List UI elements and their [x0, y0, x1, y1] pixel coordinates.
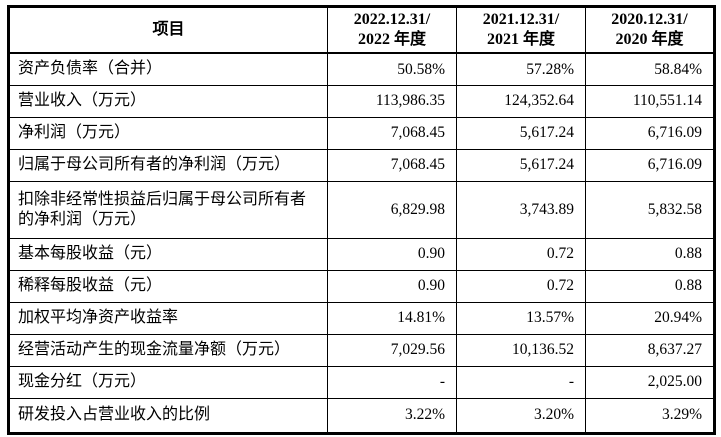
row-label: 净利润（万元） [8, 116, 328, 150]
row-label: 研发投入占营业收入的比例 [8, 397, 328, 434]
row-label: 资产负债率（合并） [8, 52, 328, 86]
value-2020: 58.84% [585, 52, 715, 86]
value-2021: 5,617.24 [456, 116, 586, 150]
row-label: 现金分红（万元） [8, 365, 328, 399]
table-row-operating-revenue: 营业收入（万元） 113,986.35 124,352.64 110,551.1… [8, 84, 715, 118]
value-2021: 3.20% [456, 397, 586, 434]
value-2020: 5,832.58 [585, 180, 715, 239]
value-2020: 8,637.27 [585, 333, 715, 367]
value-2022: 14.81% [327, 301, 457, 335]
value-2022: 0.90 [327, 269, 457, 303]
row-label: 归属于母公司所有者的净利润（万元） [8, 148, 328, 182]
row-label: 营业收入（万元） [8, 84, 328, 118]
value-2021: 13.57% [456, 301, 586, 335]
table-header: 项目 2022.12.31/ 2022 年度 2021.12.31/ 2021 … [8, 6, 715, 54]
header-item-label: 项目 [152, 21, 185, 38]
value-2022: 50.58% [327, 52, 457, 86]
table-row-net-profit-parent: 归属于母公司所有者的净利润（万元） 7,068.45 5,617.24 6,71… [8, 148, 715, 182]
header-2020-date: 2020.12.31/ [611, 11, 688, 28]
value-2020: 0.88 [585, 269, 715, 303]
value-2020: 20.94% [585, 301, 715, 335]
row-label: 加权平均净资产收益率 [8, 301, 328, 335]
value-2022: - [327, 365, 457, 399]
header-2022-date: 2022.12.31/ [353, 11, 431, 28]
value-2021: 0.72 [456, 269, 586, 303]
value-2022: 0.90 [327, 237, 457, 271]
header-2022-year: 2022 年度 [357, 31, 426, 48]
value-2022: 7,068.45 [327, 116, 457, 150]
value-2020: 6,716.09 [585, 148, 715, 182]
value-2021: 0.72 [456, 237, 586, 271]
header-2021-year: 2021 年度 [486, 31, 555, 48]
value-2022: 3.22% [327, 397, 457, 434]
value-2020: 6,716.09 [585, 116, 715, 150]
value-2022: 6,829.98 [327, 180, 457, 239]
row-label: 经营活动产生的现金流量净额（万元） [8, 333, 328, 367]
table-row-basic-eps: 基本每股收益（元） 0.90 0.72 0.88 [8, 237, 715, 271]
table-row-net-profit-excl-nonrecurring: 扣除非经常性损益后归属于母公司所有者的净利润（万元） 6,829.98 3,74… [8, 180, 715, 239]
header-item-column: 项目 [8, 6, 328, 54]
value-2021: 3,743.89 [456, 180, 586, 239]
value-2021: 57.28% [456, 52, 586, 86]
header-column-2022: 2022.12.31/ 2022 年度 [327, 6, 457, 54]
table-row-asset-liability-ratio: 资产负债率（合并） 50.58% 57.28% 58.84% [8, 52, 715, 86]
row-label: 基本每股收益（元） [8, 237, 328, 271]
value-2021: 124,352.64 [456, 84, 586, 118]
value-2020: 2,025.00 [585, 365, 715, 399]
value-2021: 5,617.24 [456, 148, 586, 182]
table-row-rd-ratio: 研发投入占营业收入的比例 3.22% 3.20% 3.29% [8, 397, 715, 434]
value-2020: 3.29% [585, 397, 715, 434]
row-label: 稀释每股收益（元） [8, 269, 328, 303]
header-2020-year: 2020 年度 [615, 31, 684, 48]
value-2022: 7,029.56 [327, 333, 457, 367]
table-row-diluted-eps: 稀释每股收益（元） 0.90 0.72 0.88 [8, 269, 715, 303]
value-2020: 0.88 [585, 237, 715, 271]
table-row-weighted-avg-roe: 加权平均净资产收益率 14.81% 13.57% 20.94% [8, 301, 715, 335]
financial-summary-table: 项目 2022.12.31/ 2022 年度 2021.12.31/ 2021 … [7, 5, 716, 435]
header-column-2020: 2020.12.31/ 2020 年度 [585, 6, 715, 54]
value-2020: 110,551.14 [585, 84, 715, 118]
header-row: 项目 2022.12.31/ 2022 年度 2021.12.31/ 2021 … [8, 6, 715, 54]
value-2021: 10,136.52 [456, 333, 586, 367]
value-2021: - [456, 365, 586, 399]
row-label: 扣除非经常性损益后归属于母公司所有者的净利润（万元） [8, 180, 328, 239]
table-row-net-profit: 净利润（万元） 7,068.45 5,617.24 6,716.09 [8, 116, 715, 150]
table-row-operating-cash-flow: 经营活动产生的现金流量净额（万元） 7,029.56 10,136.52 8,6… [8, 333, 715, 367]
header-column-2021: 2021.12.31/ 2021 年度 [456, 6, 586, 54]
value-2022: 7,068.45 [327, 148, 457, 182]
value-2022: 113,986.35 [327, 84, 457, 118]
table-row-cash-dividend: 现金分红（万元） - - 2,025.00 [8, 365, 715, 399]
header-2021-date: 2021.12.31/ [482, 11, 560, 28]
table-body: 资产负债率（合并） 50.58% 57.28% 58.84% 营业收入（万元） … [8, 52, 715, 434]
